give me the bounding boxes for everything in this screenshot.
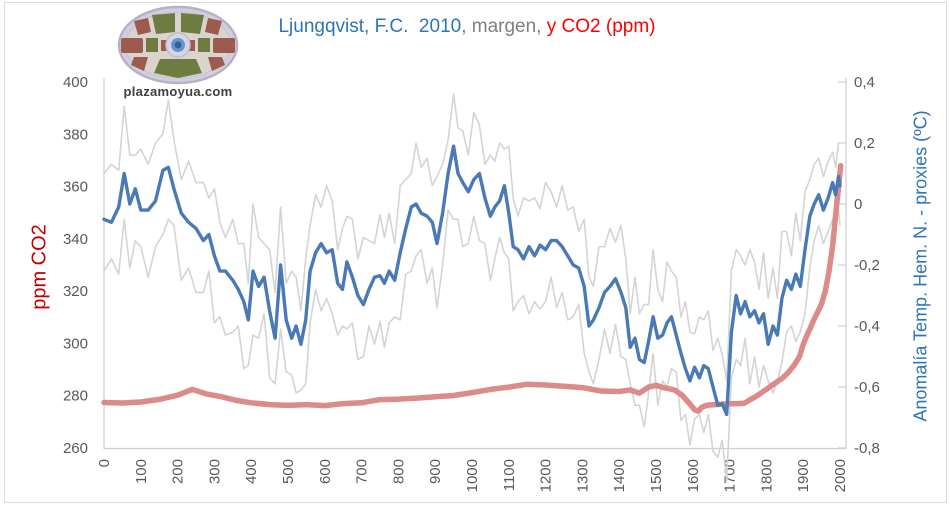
series-margen-superior-line	[103, 93, 841, 382]
x-axis-tick-label: 500	[280, 459, 297, 484]
x-axis-tick-label: 1800	[758, 459, 775, 492]
x-axis-tick-label: 1900	[795, 459, 812, 492]
x-axis-tick-label: 600	[317, 459, 334, 484]
x-axis-tick-label: 400	[243, 459, 260, 484]
right-axis-tick-label: 0,2	[854, 135, 875, 152]
x-axis-tick-label: 1400	[611, 459, 628, 492]
x-axis-tick-label: 0	[96, 459, 113, 467]
chart-title: Ljungqvist, F.C. 2010, margen, y CO2 (pp…	[0, 16, 934, 38]
x-axis-tick-label: 800	[390, 459, 407, 484]
x-axis-tick-label: 200	[170, 459, 187, 484]
x-axis-tick-label: 700	[354, 459, 371, 484]
series-co2-ppm-line	[101, 162, 844, 414]
series-anomal-a-temp-hem-n-proxies-line	[102, 144, 842, 417]
chart-title-source: Ljungqvist, F.C. 2010	[278, 16, 462, 37]
plaza-aerial-icon	[117, 5, 239, 85]
plazamoyua-logo: plazamoyua.com	[114, 5, 242, 101]
right-axis-tick-label: -0,6	[854, 379, 880, 396]
x-axis-tick-label: 1100	[501, 459, 518, 491]
series-margen-inferior-line	[103, 209, 841, 483]
right-axis-tick-label: 0,4	[854, 74, 875, 91]
right-axis-tick-label: 0	[854, 196, 862, 213]
left-axis-tick-label: 360	[63, 179, 88, 196]
x-axis-tick-label: 900	[427, 459, 444, 484]
left-axis-tick-label: 340	[63, 231, 88, 248]
right-axis-tick-label: -0,8	[854, 440, 880, 457]
left-axis-tick-label: 380	[63, 126, 88, 143]
x-axis-tick-label: 1600	[685, 459, 702, 492]
left-axis-tick-label: 260	[63, 440, 88, 457]
left-axis-tick-label: 280	[63, 388, 88, 405]
x-axis-tick-label: 300	[206, 459, 223, 484]
x-axis-tick-label: 1200	[538, 459, 555, 492]
x-axis-tick-label: 1300	[574, 459, 591, 492]
chart-title-margin: , margen,	[461, 16, 547, 37]
chart-title-co2: y CO2 (ppm)	[546, 16, 656, 37]
x-axis-tick-label: 1000	[464, 459, 481, 492]
left-axis-tick-label: 400	[63, 74, 88, 91]
right-axis-tick-label: -0,4	[854, 318, 880, 335]
x-axis-tick-label: 100	[133, 459, 150, 484]
chart-frame-border	[4, 2, 947, 503]
x-axis-tick-label: 1500	[648, 459, 665, 492]
left-axis-tick-label: 300	[63, 335, 88, 352]
left-axis-tick-label: 320	[63, 283, 88, 300]
x-axis-tick-label: 2000	[832, 459, 849, 492]
right-axis-tick-label: -0,2	[854, 257, 880, 274]
logo-caption: plazamoyua.com	[123, 84, 233, 99]
